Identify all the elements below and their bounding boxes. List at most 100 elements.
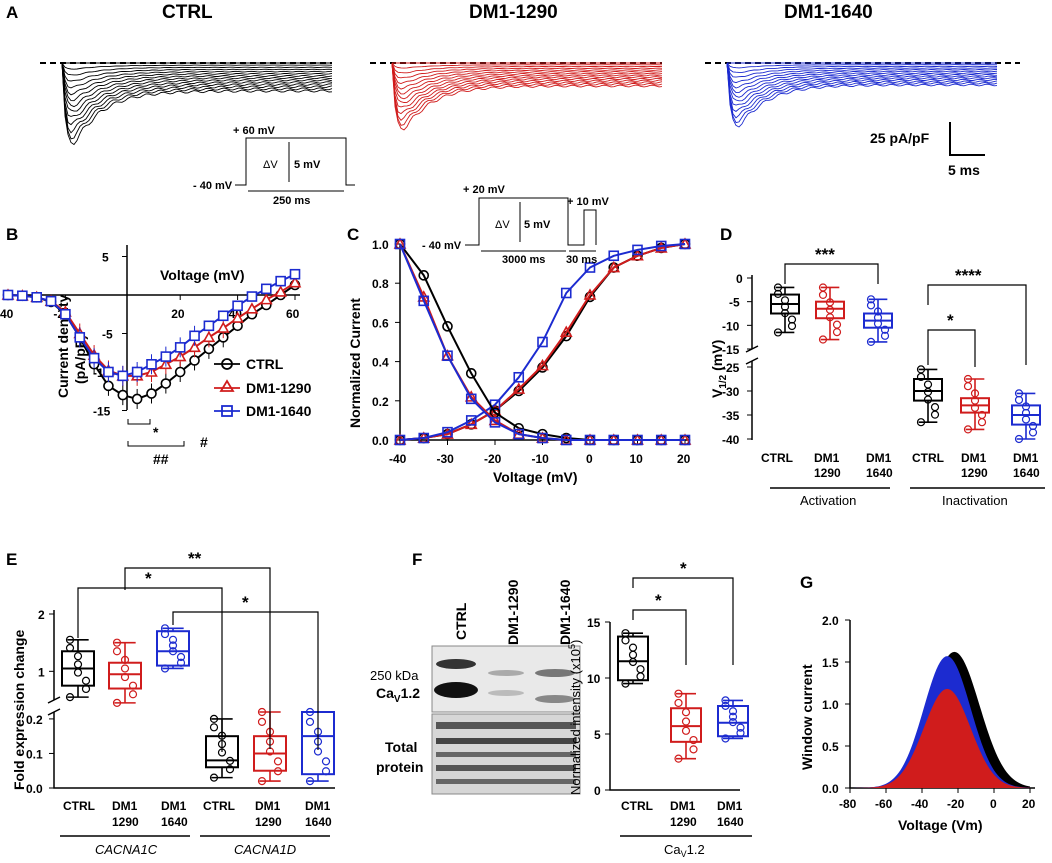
b-point-1640 (45, 295, 57, 307)
f-significance: * * (632, 559, 734, 665)
e-point (225, 765, 235, 774)
c-point-1290 (631, 249, 644, 261)
e-stars-1: ** (188, 549, 202, 568)
legend-ctrl: CTRL (246, 356, 284, 372)
trace-dm1-1640-6 (726, 62, 998, 94)
trace-ctrl-13 (61, 62, 333, 146)
f-cav-label: CaV1.2 (376, 685, 420, 705)
e-point (160, 664, 170, 673)
d-point (818, 335, 828, 344)
e-point (257, 717, 267, 726)
d-x-dm1-4: DM1 (1013, 451, 1039, 465)
f-x-dm1-1: DM1 (670, 799, 696, 813)
d-point (916, 372, 926, 382)
c-point-1290 (536, 358, 549, 371)
e-star-3: * (242, 593, 249, 612)
e-point (65, 693, 75, 702)
f-total-band-1 (436, 722, 576, 729)
e-point (73, 652, 83, 661)
c-protocol-hold: - 40 mV (422, 240, 462, 252)
d-x-ctrl-2: CTRL (912, 451, 944, 465)
scale-bar-y: 25 pA/pF (870, 130, 930, 146)
legend-dm1-1290: DM1-1290 (246, 380, 312, 396)
d-bracket-inact-1 (927, 329, 976, 367)
protocol-hold: - 40 mV (193, 180, 233, 192)
trace-dm1-1290-10 (391, 62, 662, 115)
e-point (81, 676, 91, 685)
d-point (923, 395, 933, 404)
c-protocol-3000ms: 3000 ms (502, 254, 545, 266)
c-ytick-label: 0.4 (372, 356, 389, 370)
panel-label-c: C (347, 225, 359, 244)
c-point-1640 (608, 250, 620, 262)
d-point (832, 320, 842, 329)
f-star-1: * (655, 591, 662, 610)
d-ytick-label: -25 (722, 361, 740, 375)
e-point (65, 635, 75, 644)
b-point-1640 (246, 291, 258, 302)
e-point (120, 655, 130, 664)
c-point-1640 (394, 434, 406, 446)
b-hash1: # (200, 434, 208, 450)
e-x-1640-1: 1640 (161, 815, 188, 829)
e-gene-cacna1c: CACNA1C (95, 842, 158, 857)
e-point (160, 629, 170, 639)
d-x-1640-2: 1640 (1013, 466, 1040, 480)
d-bracket-inact-2 (927, 284, 1027, 365)
b-significance: * ## # (127, 419, 208, 467)
d-point (787, 321, 797, 331)
protocol-5mv: 5 mV (294, 159, 321, 171)
e-significance: ** * * (77, 549, 319, 752)
f-kda: 250 kDa (370, 668, 419, 683)
d-ticks: 0 -5 -10 -15 -25 -30 -35 -40 (722, 272, 752, 447)
panel-d: 0 -5 -10 -15 -25 -30 -35 -40 V1/2 (mV) CTRL DM1… (709, 245, 1045, 508)
c-point-1640 (489, 417, 501, 428)
e-xlabels: CTRL DM1 1290 DM1 1640 CTRL DM1 1290 DM1… (63, 799, 332, 829)
c-ytick-label: 1.0 (372, 238, 389, 252)
b-point-1640 (131, 366, 143, 378)
legend-dm1-1640: DM1-1640 (246, 403, 312, 419)
protocol-250ms: 250 ms (273, 195, 310, 207)
e-point (65, 643, 75, 653)
trace-dm1-1640-5 (726, 62, 998, 89)
e-point (81, 684, 91, 694)
f-point (721, 734, 730, 743)
d-point (1021, 415, 1031, 424)
e-point (73, 668, 83, 677)
d-significance: *** * **** (784, 245, 1027, 367)
f-point (674, 698, 683, 708)
d-ytick-label: -15 (722, 343, 740, 357)
b-point-1640 (103, 366, 114, 378)
c-series (393, 237, 692, 446)
e-point (273, 767, 283, 776)
e-point (305, 717, 315, 726)
e-point (305, 707, 315, 717)
f-total-band-3 (436, 752, 576, 757)
f-band-1640-2 (535, 695, 575, 703)
scale-bar: 25 pA/pF 5 ms (870, 122, 985, 178)
f-bracket-2 (632, 577, 734, 665)
f-ytick-label: 0 (594, 784, 601, 798)
b-point-1290 (216, 321, 230, 333)
panel-a: CTRL DM1-1290 DM1-1640 + 60 mV - 40 mV Δ… (40, 2, 1020, 207)
f-caption-sub: V (681, 849, 687, 858)
c-point-1640 (608, 434, 620, 446)
f-total-band-2 (436, 738, 576, 744)
b-xtick-label: 20 (171, 307, 185, 321)
f-point (728, 712, 738, 721)
b-point-1290 (188, 340, 201, 353)
panel-label-b: B (6, 225, 18, 244)
panel-label-a: A (6, 3, 18, 22)
f-point (621, 636, 630, 645)
trace-dm1-1640-11 (726, 62, 998, 119)
trace-dm1-1290-7 (391, 62, 662, 100)
b-point-ctrl (131, 393, 143, 405)
e-ticks: 1 2 0.0 0.1 0.2 (26, 608, 54, 796)
g-ytick-label: 2.0 (822, 614, 839, 628)
b-point-1640 (217, 310, 229, 322)
f-caption-ca: Ca (664, 842, 681, 857)
e-x-dm1-4: DM1 (305, 799, 331, 813)
c-point-1640 (584, 262, 596, 273)
b-point-ctrl (117, 389, 129, 401)
